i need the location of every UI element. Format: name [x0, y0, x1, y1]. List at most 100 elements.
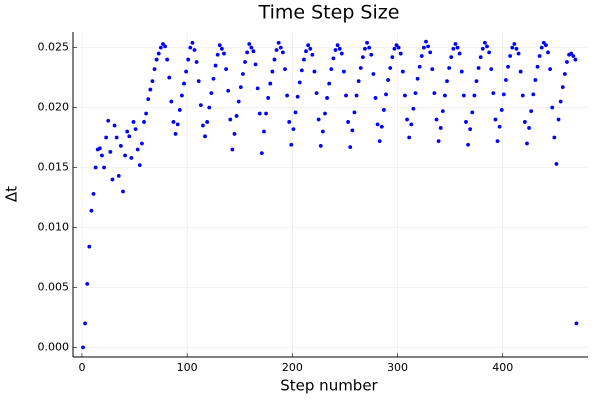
y-tick-label: 0.000	[38, 340, 70, 353]
point	[289, 142, 294, 147]
point	[550, 105, 555, 110]
point	[451, 46, 456, 51]
point	[327, 81, 332, 86]
point	[363, 46, 367, 51]
point	[323, 111, 327, 116]
point	[554, 162, 559, 166]
point	[278, 45, 283, 50]
point	[169, 99, 174, 104]
point	[392, 46, 397, 51]
point	[112, 123, 117, 128]
point	[480, 46, 485, 51]
point	[243, 60, 247, 64]
point	[493, 117, 498, 122]
point	[514, 46, 519, 51]
point	[293, 110, 298, 115]
point	[379, 124, 384, 129]
point	[571, 54, 576, 58]
point	[108, 150, 113, 154]
point	[270, 69, 275, 74]
point	[308, 46, 313, 51]
point	[535, 64, 540, 69]
point	[152, 67, 157, 72]
point	[280, 50, 285, 55]
point	[156, 51, 161, 56]
point	[85, 281, 90, 286]
point	[312, 69, 317, 74]
point	[131, 120, 136, 124]
point	[163, 44, 167, 49]
point	[489, 67, 494, 72]
point	[491, 91, 496, 96]
point	[114, 135, 119, 140]
point	[268, 81, 273, 86]
point	[102, 165, 106, 170]
point	[409, 122, 414, 127]
point	[184, 69, 189, 74]
point	[146, 97, 151, 102]
point	[525, 141, 529, 146]
point	[495, 139, 500, 144]
point	[222, 51, 226, 56]
point	[411, 106, 416, 111]
point	[455, 45, 460, 50]
point	[198, 103, 203, 108]
point	[238, 85, 243, 90]
point	[150, 79, 155, 84]
point	[405, 117, 409, 122]
point	[560, 85, 565, 90]
point	[186, 57, 191, 62]
point	[573, 57, 578, 62]
point	[190, 40, 195, 45]
point	[167, 75, 172, 80]
point	[285, 93, 290, 98]
point	[440, 109, 445, 114]
point	[295, 94, 300, 99]
point	[487, 50, 492, 55]
point	[527, 126, 531, 130]
x-tick-label: 200	[282, 361, 303, 374]
point	[356, 79, 361, 84]
point	[247, 42, 252, 46]
point	[249, 45, 254, 50]
point	[230, 147, 235, 152]
point	[449, 55, 454, 60]
point	[367, 45, 372, 50]
point	[158, 45, 163, 50]
point	[81, 345, 85, 350]
point	[316, 117, 321, 122]
point	[533, 78, 538, 82]
point	[398, 51, 403, 56]
point	[209, 91, 214, 96]
point	[574, 321, 579, 326]
point	[304, 49, 308, 54]
point	[375, 122, 380, 127]
point	[337, 46, 342, 51]
point	[504, 78, 508, 82]
point	[215, 52, 220, 57]
point	[358, 66, 363, 70]
point	[510, 45, 515, 50]
point	[299, 68, 304, 73]
point	[228, 117, 233, 122]
point	[482, 40, 487, 45]
point	[537, 54, 542, 58]
y-tick-label: 0.020	[38, 101, 70, 114]
point	[518, 69, 523, 74]
point	[175, 122, 180, 127]
point	[251, 49, 256, 54]
point	[129, 156, 134, 160]
point	[253, 62, 258, 67]
point	[83, 321, 87, 326]
point	[140, 141, 144, 146]
point	[497, 124, 502, 129]
point	[133, 127, 138, 132]
point	[562, 72, 567, 76]
point	[302, 57, 306, 62]
point	[413, 91, 418, 96]
point	[468, 127, 473, 132]
point	[135, 147, 140, 152]
point	[97, 146, 102, 151]
point	[219, 46, 224, 51]
point	[430, 67, 435, 72]
